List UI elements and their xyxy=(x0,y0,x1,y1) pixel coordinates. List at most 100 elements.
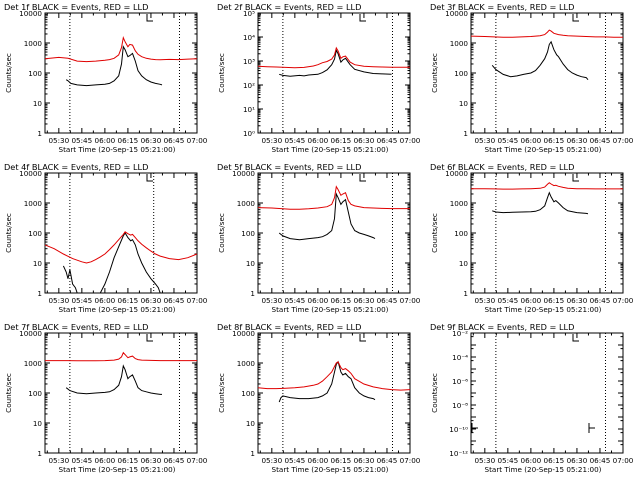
x-axis-label: Start Time (20-Sep-15 05:21:00) xyxy=(272,305,389,314)
y-tick-label: 1 xyxy=(250,449,255,458)
x-tick-label: 06:00 xyxy=(308,136,329,145)
x-tick-label: 06:15 xyxy=(331,136,352,145)
x-tick-label: 06:15 xyxy=(331,456,352,465)
y-tick-label: 1000 xyxy=(24,199,43,208)
y-tick-label: 10⁴ xyxy=(243,33,255,42)
y-tick-label: 1000 xyxy=(450,39,469,48)
panel-title: Det 8f BLACK = Events, RED = LLD xyxy=(217,322,361,332)
bracket-marker xyxy=(146,334,153,342)
x-axis-label: Start Time (20-Sep-15 05:21:00) xyxy=(485,305,602,314)
y-tick-label: 10 xyxy=(459,99,469,108)
panel-title: Det 4f BLACK = Events, RED = LLD xyxy=(4,162,148,172)
x-tick-label: 05:30 xyxy=(261,136,282,145)
x-tick-label: 06:15 xyxy=(118,296,139,305)
series-line-lld xyxy=(470,29,623,38)
y-axis-label: Counts/sec xyxy=(4,213,13,253)
x-tick-label: 05:30 xyxy=(261,456,282,465)
y-tick-label: 100 xyxy=(454,229,468,238)
series-line-events xyxy=(492,191,589,215)
detector-panel-9: Det 9f BLACK = Events, RED = LLD 10⁻¹² 10⁻… xyxy=(430,322,634,474)
y-tick-label: 10 xyxy=(459,259,469,268)
x-tick-label: 05:30 xyxy=(48,296,69,305)
x-tick-label: 05:30 xyxy=(474,456,495,465)
y-tick-label: 1000 xyxy=(24,39,43,48)
detector-panel-8: Det 8f BLACK = Events, RED = LLD 1 10 100 10… xyxy=(217,322,421,474)
plot-frame xyxy=(44,172,198,294)
x-tick-label: 05:30 xyxy=(48,456,69,465)
empty-data-stub xyxy=(471,423,478,433)
y-axis-label: Counts/sec xyxy=(4,53,13,93)
y-tick-label: 100 xyxy=(241,229,255,238)
x-tick-label: 06:45 xyxy=(164,296,185,305)
y-tick-label: 10000 xyxy=(19,329,42,338)
series-line-lld xyxy=(471,182,623,190)
x-axis-label: Start Time (20-Sep-15 05:21:00) xyxy=(59,145,176,154)
x-tick-label: 05:30 xyxy=(474,296,495,305)
x-axis-label: Start Time (20-Sep-15 05:21:00) xyxy=(59,465,176,474)
x-tick-label: 05:45 xyxy=(284,136,305,145)
series-line-lld xyxy=(44,36,198,63)
y-axis-label: Counts/sec xyxy=(430,213,439,253)
y-tick-label: 10² xyxy=(243,81,255,90)
bracket-marker xyxy=(359,14,366,22)
y-tick-label: 10 xyxy=(33,419,43,428)
bracket-marker xyxy=(146,174,153,182)
panel-title: Det 2f BLACK = Events, RED = LLD xyxy=(217,2,361,12)
x-tick-label: 06:45 xyxy=(377,136,398,145)
y-tick-label: 10000 xyxy=(232,329,255,338)
y-tick-label: 10⁰ xyxy=(243,129,255,138)
detector-panel-2: Det 2f BLACK = Events, RED = LLD 10⁰ 10¹ 10… xyxy=(217,2,421,154)
bracket-marker xyxy=(359,174,366,182)
y-axis-label: Counts/sec xyxy=(217,373,226,413)
plot-frame xyxy=(44,332,198,454)
x-tick-label: 06:30 xyxy=(354,136,375,145)
detector-panel-6: Det 6f BLACK = Events, RED = LLD 1 10 100 10… xyxy=(430,162,634,314)
x-tick-label: 06:45 xyxy=(590,136,611,145)
detector-panel-1: Det 1f BLACK = Events, RED = LLD 1 10 100 10… xyxy=(4,2,208,154)
plot-frame xyxy=(470,332,624,454)
bracket-marker xyxy=(146,14,153,22)
y-tick-label: 1000 xyxy=(24,359,43,368)
y-tick-label: 10⁻⁴ xyxy=(452,353,468,362)
panel-title: Det 6f BLACK = Events, RED = LLD xyxy=(430,162,574,172)
y-tick-label: 10000 xyxy=(232,169,255,178)
y-tick-label: 100 xyxy=(28,69,42,78)
x-tick-label: 05:45 xyxy=(71,456,92,465)
panel-title: Det 5f BLACK = Events, RED = LLD xyxy=(217,162,361,172)
x-tick-label: 06:45 xyxy=(164,136,185,145)
y-tick-label: 10 xyxy=(246,259,256,268)
y-tick-label: 100 xyxy=(454,69,468,78)
x-axis-label: Start Time (20-Sep-15 05:21:00) xyxy=(272,465,389,474)
series-line-events xyxy=(65,45,163,87)
series-line-lld xyxy=(257,185,410,210)
plot-frame xyxy=(470,172,624,294)
y-axis-label: Counts/sec xyxy=(430,373,439,413)
y-tick-label: 10 xyxy=(33,99,43,108)
bracket-marker xyxy=(572,174,579,182)
empty-data-stub xyxy=(588,423,595,433)
x-tick-label: 06:30 xyxy=(567,136,588,145)
y-tick-label: 10⁻¹² xyxy=(449,449,468,458)
x-tick-label: 06:00 xyxy=(95,456,116,465)
y-tick-label: 10⁻⁸ xyxy=(452,401,468,410)
y-tick-label: 1000 xyxy=(237,359,256,368)
plot-frame xyxy=(257,12,411,134)
x-tick-label: 06:00 xyxy=(521,296,542,305)
x-tick-label: 06:15 xyxy=(118,136,139,145)
x-tick-label: 06:45 xyxy=(377,456,398,465)
y-tick-label: 100 xyxy=(241,389,255,398)
y-axis-label: Counts/sec xyxy=(430,53,439,93)
x-tick-label: 05:30 xyxy=(261,296,282,305)
x-tick-label: 06:45 xyxy=(590,456,611,465)
x-axis-label: Start Time (20-Sep-15 05:21:00) xyxy=(59,305,176,314)
panel-title: Det 7f BLACK = Events, RED = LLD xyxy=(4,322,148,332)
y-tick-label: 10 xyxy=(246,419,256,428)
plot-frame xyxy=(44,12,198,134)
x-tick-label: 05:30 xyxy=(474,136,495,145)
y-tick-label: 1 xyxy=(37,449,42,458)
x-tick-label: 07:00 xyxy=(613,136,634,145)
y-tick-label: 1 xyxy=(463,289,468,298)
series-line-lld xyxy=(257,361,411,391)
x-tick-label: 07:00 xyxy=(400,456,421,465)
